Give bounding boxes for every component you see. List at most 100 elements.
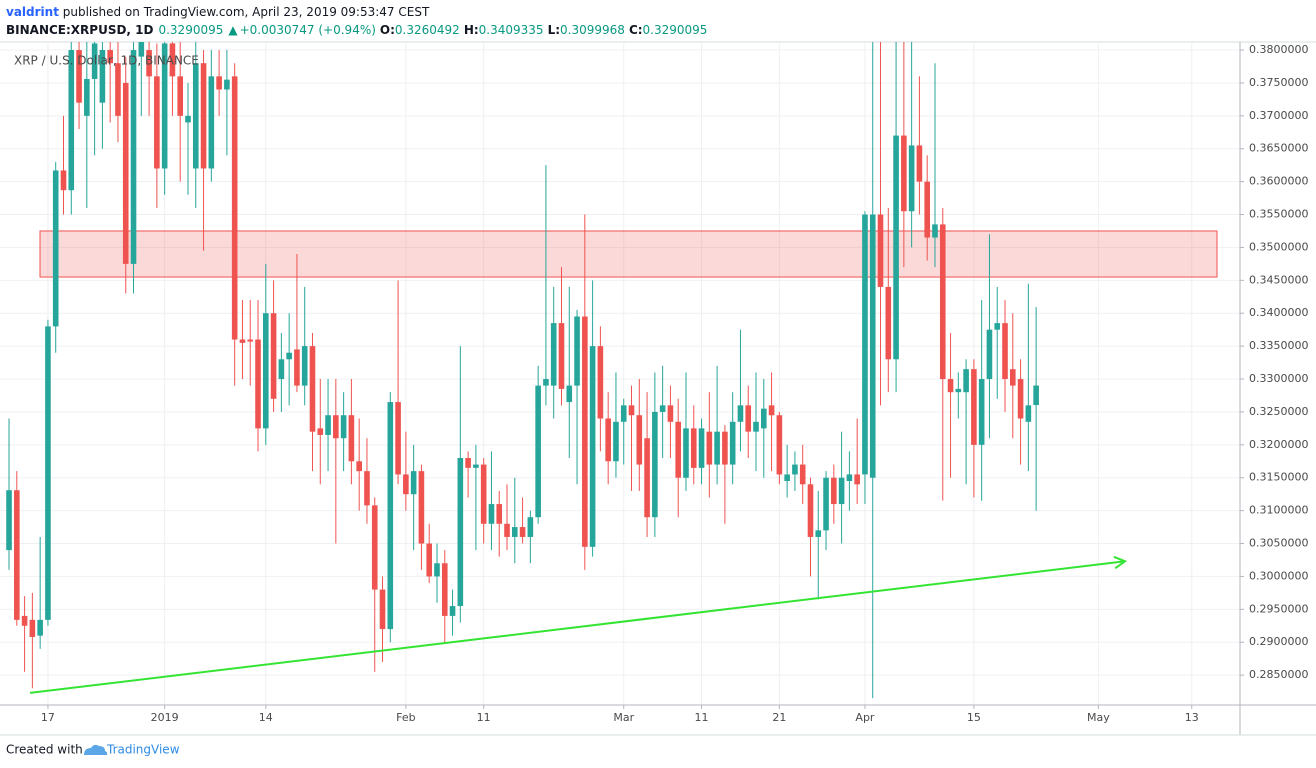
candle-body xyxy=(192,63,199,169)
candle-body xyxy=(348,415,355,462)
candle-body xyxy=(286,352,292,360)
candle-body xyxy=(574,316,580,386)
candle-body xyxy=(457,457,464,607)
y-tick-label: 0.3200000 xyxy=(1249,438,1309,451)
candle-body xyxy=(792,464,798,475)
resistance-zone xyxy=(39,230,1218,278)
candle-body xyxy=(582,316,588,547)
h-value: 0.3409335 xyxy=(479,23,544,37)
candle-body xyxy=(37,619,43,636)
candle-body xyxy=(613,421,619,462)
candle-body xyxy=(107,50,113,64)
y-tick-label: 0.3750000 xyxy=(1249,76,1309,89)
candle-body xyxy=(130,50,137,264)
candle-body xyxy=(519,527,526,537)
candle-body xyxy=(994,323,1001,330)
candle-body xyxy=(91,43,98,79)
candle-body xyxy=(52,170,59,327)
footer-brand: TradingView xyxy=(106,743,180,757)
candle-body xyxy=(799,464,806,485)
trendline-arrow xyxy=(1113,555,1128,570)
y-tick-label: 0.3250000 xyxy=(1249,405,1309,418)
candle-body xyxy=(434,563,440,577)
candle-body xyxy=(185,115,191,123)
c-label: C: xyxy=(629,23,643,37)
candle-body xyxy=(1033,385,1039,406)
candle-body xyxy=(418,471,425,544)
y-tick-label: 0.3550000 xyxy=(1249,208,1309,221)
y-tick-label: 0.3800000 xyxy=(1249,43,1309,56)
candle-body xyxy=(550,323,557,386)
candle-body xyxy=(854,474,860,485)
candle-body xyxy=(200,63,207,169)
candle-body xyxy=(760,408,767,429)
x-tick-label: 15 xyxy=(967,711,981,724)
grid xyxy=(0,42,1240,705)
candle-body xyxy=(138,42,145,57)
x-tick-label: 2019 xyxy=(151,711,179,724)
candle-body xyxy=(862,214,868,475)
candle-body xyxy=(356,461,362,472)
l-value: 0.3099968 xyxy=(560,23,625,37)
candle-body xyxy=(169,43,176,77)
footer-text: Created with xyxy=(6,743,83,757)
candle-body xyxy=(831,477,837,505)
candle-body xyxy=(986,329,993,380)
y-tick-label: 0.2900000 xyxy=(1249,635,1309,648)
candle-body xyxy=(776,415,783,475)
o-label: O: xyxy=(380,23,395,37)
candle-body xyxy=(932,224,938,238)
candle-body xyxy=(1017,379,1024,419)
candle-body xyxy=(216,76,222,90)
candle-body xyxy=(885,286,892,360)
plot-area xyxy=(6,42,1218,699)
candle-body xyxy=(84,78,90,116)
candle-body xyxy=(877,214,884,287)
candle-body xyxy=(122,82,129,264)
candle-body xyxy=(6,490,12,551)
y-tick-label: 0.3600000 xyxy=(1249,175,1309,188)
change-arrow: ▲ xyxy=(228,23,238,37)
x-tick-label: May xyxy=(1087,711,1110,724)
candle-body xyxy=(589,346,596,547)
candle-body xyxy=(68,50,75,191)
y-tick-label: 0.3000000 xyxy=(1249,569,1309,582)
candle-body xyxy=(714,431,720,465)
candle-body xyxy=(838,477,845,505)
candle-body xyxy=(753,421,759,432)
candle-body xyxy=(924,181,930,238)
candle-body xyxy=(901,135,907,212)
candle-body xyxy=(955,388,962,393)
candle-body xyxy=(768,405,775,416)
candle-body xyxy=(504,523,510,537)
candle-body xyxy=(1009,369,1016,386)
candle-body xyxy=(309,346,316,432)
l-label: L: xyxy=(548,23,560,37)
y-tick-label: 0.3400000 xyxy=(1249,306,1309,319)
candle-body xyxy=(815,530,822,537)
candle-body xyxy=(45,326,51,620)
y-tick-label: 0.3700000 xyxy=(1249,109,1309,122)
y-tick-label: 0.3450000 xyxy=(1249,273,1309,286)
c-value: 0.3290095 xyxy=(643,23,708,37)
candle-body xyxy=(511,527,518,537)
candle-body xyxy=(270,313,277,399)
candle-body xyxy=(410,471,417,495)
candle-body xyxy=(278,359,285,380)
candle-body xyxy=(208,76,215,169)
candle-body xyxy=(939,224,946,380)
candle-body xyxy=(527,517,534,537)
candle-body xyxy=(14,490,20,620)
candle-body xyxy=(177,76,184,116)
tradingview-logo xyxy=(84,744,108,755)
candle-body xyxy=(325,415,331,435)
change: +0.0030747 (+0.94%) xyxy=(240,23,376,37)
candle-body xyxy=(364,471,370,506)
candle-body xyxy=(636,415,643,465)
candle-body xyxy=(558,323,565,389)
header-line: valdrint published on TradingView.com, A… xyxy=(6,5,430,19)
candle-body xyxy=(737,405,744,422)
candle-body xyxy=(255,339,261,429)
y-tick-label: 0.3500000 xyxy=(1249,240,1309,253)
candle-body xyxy=(605,418,611,462)
